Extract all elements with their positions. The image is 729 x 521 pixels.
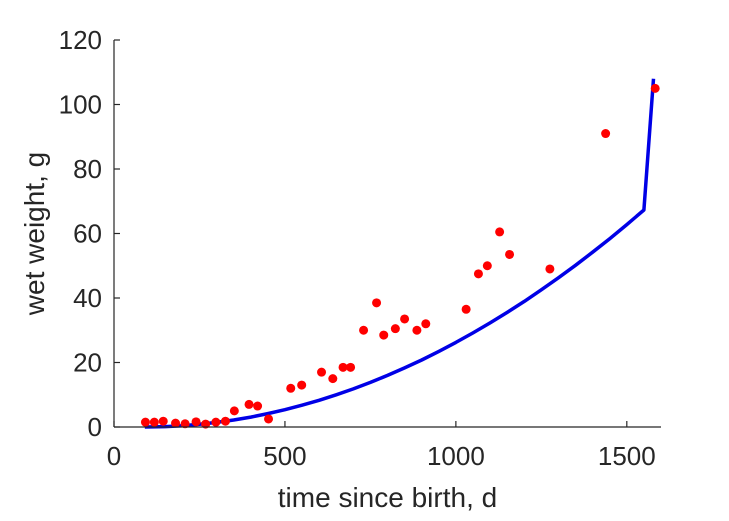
data-point [191, 417, 201, 427]
y-tick-label: 60 [73, 219, 102, 249]
data-point [328, 374, 338, 384]
x-tick-label: 1500 [598, 441, 656, 471]
data-point [379, 330, 389, 340]
data-point [601, 129, 611, 139]
data-point [346, 362, 356, 372]
data-point [338, 362, 348, 372]
data-point [149, 417, 159, 427]
data-point [412, 325, 422, 335]
y-tick-label: 40 [73, 283, 102, 313]
data-point [495, 227, 505, 237]
data-point [359, 325, 369, 335]
data-point [317, 367, 327, 377]
y-tick-label: 100 [59, 90, 102, 120]
plot-area [140, 78, 660, 429]
data-point [461, 304, 471, 314]
data-point [140, 417, 150, 427]
data-point [545, 264, 555, 274]
x-tick-label: 500 [263, 441, 306, 471]
x-axis-label: time since birth, d [278, 482, 497, 513]
data-point [390, 324, 400, 334]
y-axis-label: wet weight, g [19, 152, 50, 316]
data-point [220, 416, 230, 426]
data-point [180, 419, 190, 429]
data-point [421, 319, 431, 329]
data-point [201, 419, 211, 429]
data-point [158, 416, 168, 426]
fit-curve [144, 78, 656, 429]
axes [113, 40, 661, 428]
y-tick-label: 20 [73, 348, 102, 378]
data-point [244, 399, 254, 409]
data-point [211, 417, 221, 427]
data-point [473, 269, 483, 279]
data-point [482, 261, 492, 271]
data-point [372, 298, 382, 308]
x-tick-label: 1000 [427, 441, 485, 471]
data-point [171, 418, 181, 428]
x-tick-label: 0 [107, 441, 121, 471]
y-tick-label: 80 [73, 154, 102, 184]
data-point [297, 380, 307, 390]
data-point [505, 249, 515, 259]
data-point [650, 83, 660, 93]
ticks: 0 500 1000 1500 0 20 40 60 80 100 120 [59, 25, 656, 471]
y-tick-label: 120 [59, 25, 102, 55]
data-point [400, 314, 410, 324]
data-point [229, 406, 239, 416]
data-point [286, 383, 296, 393]
data-point [264, 414, 274, 424]
y-tick-label: 0 [88, 412, 102, 442]
data-point [253, 401, 263, 411]
